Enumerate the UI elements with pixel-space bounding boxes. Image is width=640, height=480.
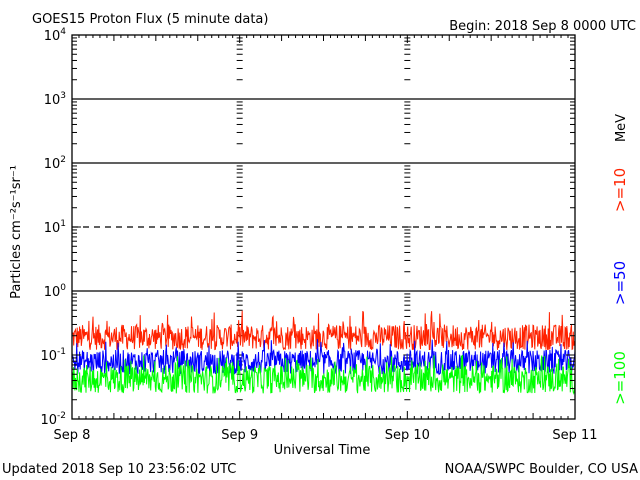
x-axis-label: Universal Time: [274, 443, 371, 458]
begin-label: Begin: 2018 Sep 8 0000 UTC: [449, 19, 636, 34]
series-layer: [71, 310, 576, 395]
x-tick-label: Sep 10: [385, 428, 430, 443]
legend-entry: >=100: [611, 351, 629, 405]
y-tick-label: 104: [44, 27, 67, 44]
legend-entry: >=50: [611, 261, 629, 305]
chart-title: GOES15 Proton Flux (5 minute data): [32, 12, 268, 27]
x-tick-label: Sep 9: [221, 428, 258, 443]
footer-source: NOAA/SWPC Boulder, CO USA: [445, 462, 638, 477]
y-tick-label: 10-2: [40, 411, 66, 428]
y-tick-label: 10-1: [40, 347, 66, 364]
y-tick-label: 100: [44, 283, 67, 300]
axes-layer: 10-2 10-1 100 101 102 103 104 Sep 8 Sep 9 Sep 10 S…: [40, 27, 597, 443]
legend-entry: >=10: [611, 168, 629, 212]
x-tick-label: Sep 8: [54, 428, 91, 443]
y-axis-label: Particles cm⁻²s⁻¹sr⁻¹: [9, 165, 24, 299]
y-tick-label: 102: [44, 155, 66, 172]
x-tick-label: Sep 11: [552, 428, 597, 443]
series-line: [71, 354, 576, 395]
series-line: [71, 310, 576, 351]
legend-unit: MeV: [614, 114, 629, 142]
series-line: [71, 339, 576, 376]
y-tick-label: 103: [44, 91, 66, 108]
legend: MeV >=10 >=50 >=100: [611, 114, 629, 405]
y-tick-label: 101: [44, 219, 66, 236]
footer-updated: Updated 2018 Sep 10 23:56:02 UTC: [2, 462, 236, 477]
